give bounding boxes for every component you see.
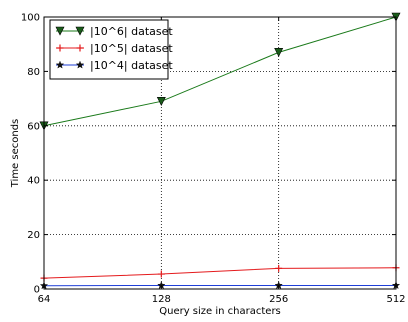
plot-frame xyxy=(43,16,397,290)
legend-label: |10^6| dataset xyxy=(90,25,173,38)
legend-marker xyxy=(55,60,65,69)
data-point xyxy=(157,270,165,278)
x-tick-label: 64 xyxy=(38,294,51,305)
legend-marker xyxy=(76,44,84,52)
legend-marker xyxy=(55,26,65,36)
y-tick-label: 0 xyxy=(34,285,40,296)
y-tick-label: 40 xyxy=(27,176,40,187)
legend-box xyxy=(49,19,169,80)
y-tick-label: 100 xyxy=(21,13,40,24)
x-tick-label: 128 xyxy=(152,294,171,305)
legend: |10^6| dataset |10^5| dataset |10^4| datas… xyxy=(49,19,173,80)
y-axis-title: Time seconds xyxy=(10,119,21,189)
series-line xyxy=(43,16,397,127)
legend-marker xyxy=(75,60,85,69)
ticks: 64 128 256 512 0 20 40 60 80 100 xyxy=(21,13,406,306)
x-tick-label: 512 xyxy=(386,294,405,305)
y-tick-label: 80 xyxy=(27,67,40,78)
series-line xyxy=(43,267,397,279)
data-point xyxy=(274,48,284,58)
y-tick-label: 20 xyxy=(27,230,40,241)
data-point xyxy=(156,97,166,106)
series-layer xyxy=(39,12,401,290)
legend-marker xyxy=(75,26,85,36)
x-axis-title: Query size in characters xyxy=(159,306,281,317)
x-tick-label: 256 xyxy=(269,294,288,305)
legend-label: |10^5| dataset xyxy=(90,42,173,55)
data-point xyxy=(275,264,283,272)
legend-marker xyxy=(56,44,64,52)
y-tick-label: 60 xyxy=(27,121,40,132)
legend-label: |10^4| dataset xyxy=(90,59,173,72)
